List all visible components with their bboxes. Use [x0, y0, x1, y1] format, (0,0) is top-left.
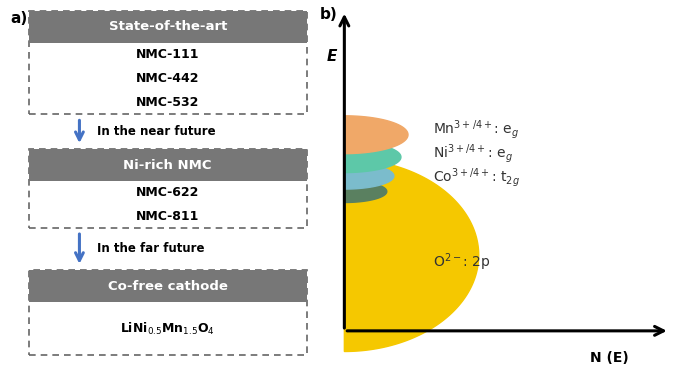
Polygon shape [344, 159, 479, 351]
Polygon shape [344, 163, 394, 189]
Text: LiNi$_{0.5}$Mn$_{1.5}$O$_4$: LiNi$_{0.5}$Mn$_{1.5}$O$_4$ [120, 321, 215, 337]
Text: Ni$^{3+/4+}$: e$_g$: Ni$^{3+/4+}$: e$_g$ [432, 142, 513, 165]
Polygon shape [344, 181, 387, 202]
Text: NMC-442: NMC-442 [136, 72, 199, 85]
Text: Co-free cathode: Co-free cathode [107, 280, 228, 293]
Text: Ni-rich NMC: Ni-rich NMC [124, 159, 212, 172]
Text: b): b) [320, 7, 337, 23]
Polygon shape [344, 116, 408, 154]
Text: NMC-622: NMC-622 [136, 186, 199, 199]
Text: NMC-111: NMC-111 [136, 48, 199, 61]
Text: In the near future: In the near future [97, 125, 216, 138]
Text: Co$^{3+/4+}$: t$_{2g}$: Co$^{3+/4+}$: t$_{2g}$ [432, 166, 520, 189]
Bar [29, 11, 307, 43]
Polygon shape [344, 142, 401, 172]
Text: State-of-the-art: State-of-the-art [109, 20, 227, 33]
Text: NMC-811: NMC-811 [136, 209, 199, 223]
Text: NMC-532: NMC-532 [136, 95, 199, 109]
Bar [29, 149, 307, 181]
Bar [29, 270, 307, 302]
Text: N (E): N (E) [590, 352, 629, 366]
Text: a): a) [11, 11, 28, 26]
Text: Mn$^{3+/4+}$: e$_g$: Mn$^{3+/4+}$: e$_g$ [432, 118, 519, 141]
Text: E: E [326, 49, 337, 64]
Text: In the far future: In the far future [97, 242, 205, 255]
Text: O$^{2-}$: 2p: O$^{2-}$: 2p [432, 251, 490, 273]
